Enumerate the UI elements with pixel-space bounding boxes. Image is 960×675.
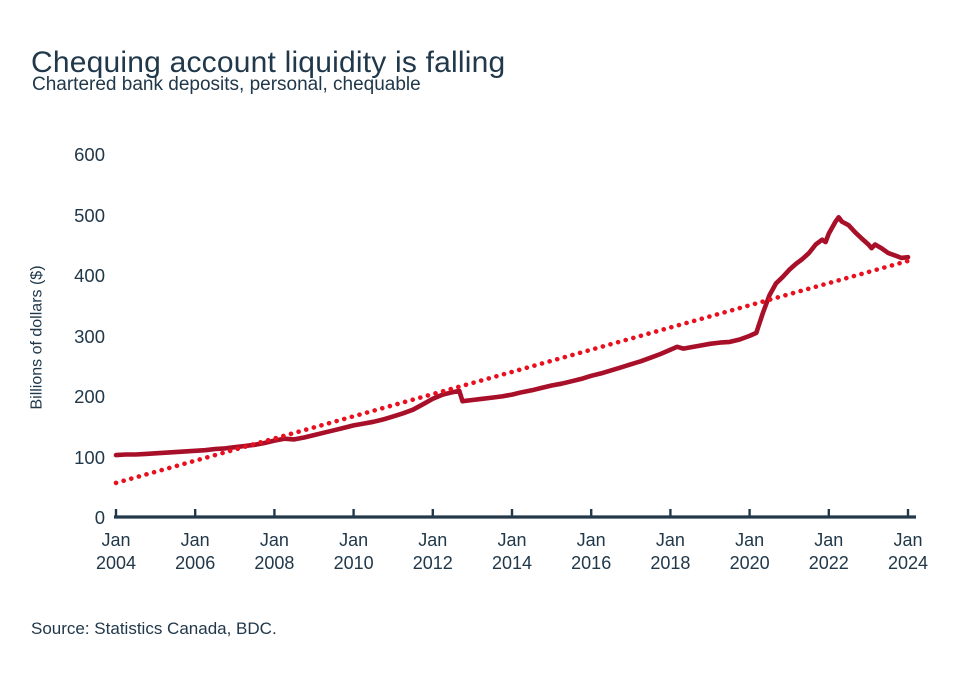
x-tick-label: Jan 2018 [650, 530, 691, 573]
y-tick-label: 0 [94, 507, 105, 528]
deposits-line [113, 215, 911, 458]
y-tick-label: 600 [74, 144, 105, 165]
x-tick-label: Jan 2006 [175, 530, 216, 573]
y-tick-label: 500 [74, 204, 105, 226]
x-tick-label: Jan 2022 [808, 530, 849, 573]
trend-line [113, 258, 911, 486]
x-tick-label: Jan 2010 [333, 530, 374, 573]
x-tick-label: Jan 2014 [491, 530, 533, 573]
chart-title: Chequing account liquidity is falling [31, 46, 506, 80]
x-tick-label: Jan 2004 [95, 530, 137, 573]
y-tick-label: 400 [74, 265, 105, 286]
x-tick-label: Jan 2024 [887, 530, 929, 573]
y-tick-label: 200 [74, 386, 105, 407]
x-tick-label: Jan 2016 [571, 530, 612, 573]
y-tick-label: 100 [74, 446, 105, 468]
x-tick-label: Jan 2008 [254, 530, 295, 573]
source-note: Source: Statistics Canada, BDC. [31, 619, 277, 638]
y-tick-label: 300 [74, 325, 105, 347]
x-tick-label: Jan 2012 [412, 530, 453, 573]
x-tick-label: Jan 2020 [729, 530, 770, 573]
chart-subtitle: Chartered bank deposits, personal, chequ… [32, 74, 421, 95]
